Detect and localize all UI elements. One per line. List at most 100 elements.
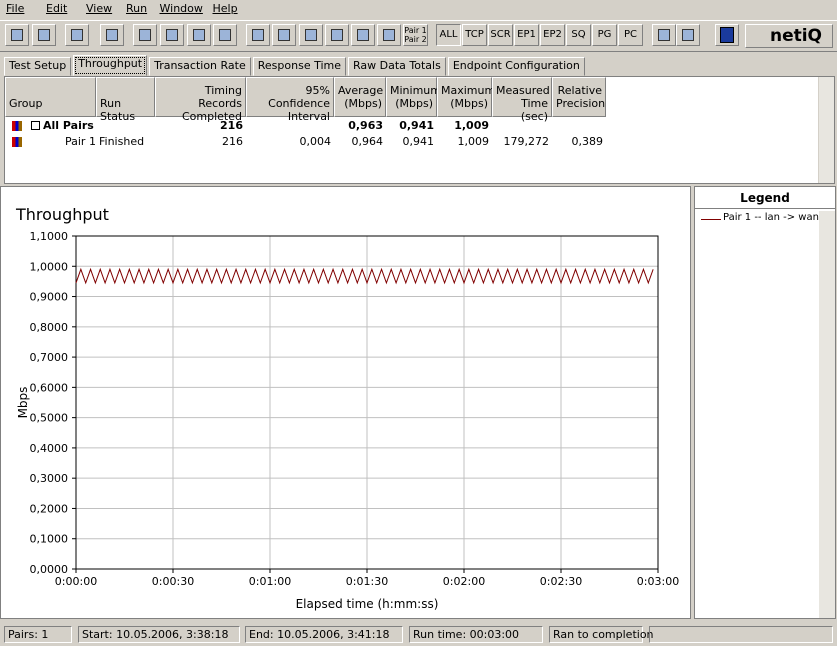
icon-button[interactable] — [213, 24, 237, 46]
status-field: Ran to completion — [549, 626, 654, 643]
icon — [658, 29, 670, 41]
table-cell: 216 — [222, 135, 243, 148]
icon — [278, 29, 290, 41]
status-field — [649, 626, 833, 643]
tab[interactable]: Endpoint Configuration — [447, 57, 585, 76]
tab[interactable]: Response Time — [252, 57, 346, 76]
collapse-box[interactable] — [31, 121, 40, 130]
y-tick-label: 0,5000 — [30, 412, 69, 425]
status-field: End: 10.05.2006, 3:41:18 — [245, 626, 403, 643]
column-header: 95% Confidence Interval — [246, 77, 334, 123]
logo-button[interactable]: netiQ — [745, 24, 833, 48]
pair-icon — [12, 121, 22, 131]
menu-item[interactable]: View — [86, 2, 113, 15]
table-cell: 0,004 — [299, 135, 332, 148]
icon-button[interactable] — [377, 24, 401, 46]
status-bar: Pairs: 1 Start: 10.05.2006, 3:38:18 End: 1… — [0, 620, 837, 646]
icon-button[interactable] — [65, 24, 89, 46]
tab[interactable]: Throughput — [73, 55, 148, 76]
icon — [139, 29, 151, 41]
column-header: Relative Precision — [552, 77, 606, 117]
icon-button[interactable] — [133, 24, 157, 46]
status-field: Start: 10.05.2006, 3:38:18 — [78, 626, 240, 643]
icon-button[interactable] — [325, 24, 349, 46]
chart: Throughput Mbps Elapsed time (h:mm:ss) 0,00… — [15, 205, 679, 611]
filter-button[interactable]: ALL — [436, 24, 461, 46]
info-button[interactable] — [715, 24, 739, 46]
x-tick-label: 0:00:00 — [55, 575, 97, 588]
tab[interactable]: Raw Data Totals — [348, 57, 446, 76]
pair-label: Pair 2 — [404, 35, 427, 44]
x-tick-label: 0:01:00 — [249, 575, 291, 588]
status-field: Run time: 00:03:00 — [409, 626, 543, 643]
menu-item[interactable]: Window — [159, 2, 203, 15]
x-tick-label: 0:00:30 — [152, 575, 194, 588]
menu-bar: File Edit View Run Window Help — [0, 0, 837, 18]
menu-item[interactable]: Run — [126, 2, 148, 15]
pair-button[interactable]: Pair 1 Pair 2 — [403, 24, 428, 46]
icon-button[interactable] — [676, 24, 700, 46]
filter-button[interactable]: EP2 — [540, 24, 565, 46]
filter-button[interactable]: EP1 — [514, 24, 539, 46]
y-tick-label: 0,9000 — [30, 291, 69, 304]
plot-frame — [75, 235, 659, 570]
icon — [166, 29, 178, 41]
info-icon — [720, 27, 734, 43]
menu-item[interactable]: Edit — [46, 2, 68, 15]
y-tick-label: 0,1000 — [30, 533, 69, 546]
y-tick-label: 0,6000 — [30, 381, 69, 394]
icon-button[interactable] — [187, 24, 211, 46]
x-tick-label: 0:02:30 — [540, 575, 582, 588]
menu-item[interactable]: File — [6, 2, 25, 15]
filter-button[interactable]: TCP — [462, 24, 487, 46]
icon — [11, 29, 23, 41]
table-cell: 179,272 — [503, 135, 550, 148]
x-tick-label: 0:03:00 — [637, 575, 679, 588]
y-tick-label: 0,3000 — [30, 472, 69, 485]
menu-item[interactable]: Help — [212, 2, 238, 15]
tab[interactable]: Transaction Rate — [149, 57, 251, 76]
column-header: Group — [5, 77, 96, 117]
filter-button[interactable]: PC — [618, 24, 643, 46]
icon-button[interactable] — [652, 24, 676, 46]
y-tick-label: 0,7000 — [30, 351, 69, 364]
table-cell: 0,941 — [399, 119, 434, 132]
legend-title: Legend — [695, 191, 835, 209]
table-cell: 0,389 — [571, 135, 604, 148]
column-header: Average (Mbps) — [334, 77, 386, 117]
legend-panel: Legend Pair 1 -- lan -> wan — [694, 186, 836, 619]
pair-label: Pair 1 — [404, 26, 427, 35]
column-header: Minimum (Mbps) — [386, 77, 441, 117]
table-cell: 0,941 — [402, 135, 435, 148]
icon-button[interactable] — [100, 24, 124, 46]
legend-swatch — [701, 219, 721, 220]
table-cell: 216 — [220, 119, 243, 132]
table-cell: 0,964 — [351, 135, 384, 148]
y-tick-label: 0,8000 — [30, 321, 69, 334]
icon-button[interactable] — [272, 24, 296, 46]
chart-panel: Throughput Mbps Elapsed time (h:mm:ss) 0,00… — [0, 186, 691, 619]
icon — [71, 29, 83, 41]
icon-button[interactable] — [32, 24, 56, 46]
chart-title: Throughput — [15, 205, 109, 224]
x-tick-label: 0:01:30 — [346, 575, 388, 588]
icon — [38, 29, 50, 41]
icon-button[interactable] — [5, 24, 29, 46]
icon-button[interactable] — [299, 24, 323, 46]
column-header: Measured Time (sec) — [492, 77, 552, 123]
icon — [106, 29, 118, 41]
icon-button[interactable] — [160, 24, 184, 46]
tab[interactable]: Test Setup — [4, 57, 72, 76]
icon — [331, 29, 343, 41]
filter-button[interactable]: SQ — [566, 24, 591, 46]
pair-icon — [12, 137, 22, 147]
toolbar: Pair 1 Pair 2 ALL TCP SCR EP1 EP2 SQ PG PC netiQ — [0, 20, 837, 52]
filter-button[interactable]: PG — [592, 24, 617, 46]
icon-button[interactable] — [246, 24, 270, 46]
filter-button[interactable]: SCR — [488, 24, 513, 46]
y-tick-label: 0,2000 — [30, 502, 69, 515]
scrollbar — [818, 77, 834, 183]
icon-button[interactable] — [351, 24, 375, 46]
table-cell: 1,009 — [457, 135, 490, 148]
x-axis-label: Elapsed time (h:mm:ss) — [296, 597, 439, 611]
